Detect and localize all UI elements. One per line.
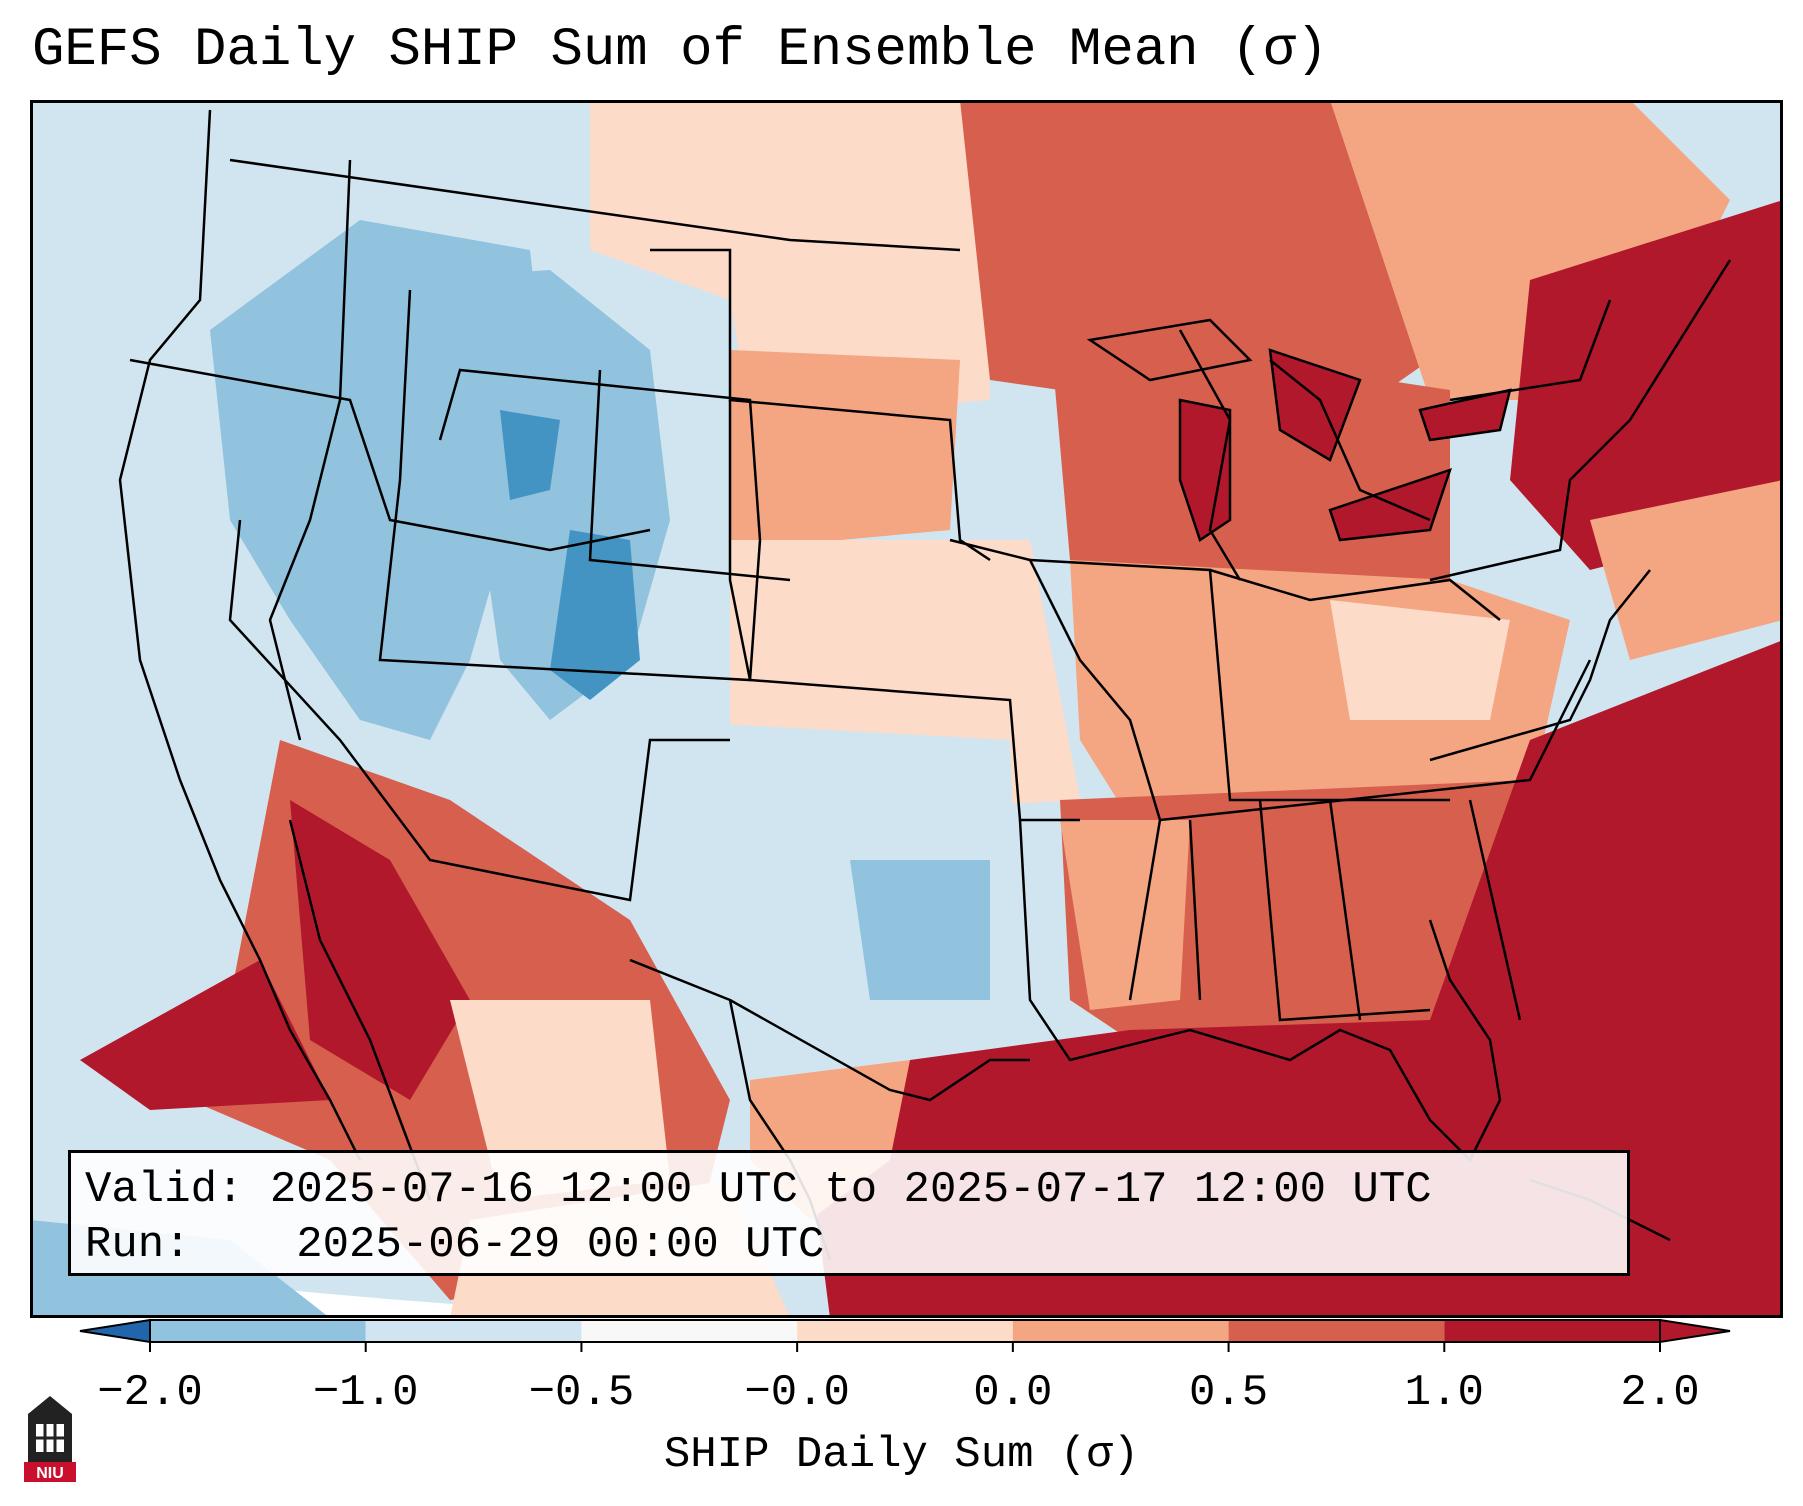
region-northern-plains [590, 100, 990, 420]
colorbar-tick-label: 2.0 [1620, 1368, 1699, 1418]
colorbar-bin [1444, 1320, 1660, 1342]
run-value: 2025-06-29 00:00 UTC [296, 1220, 825, 1270]
logo-text: NIU [36, 1465, 64, 1482]
lake-outlines [1086, 318, 1512, 542]
colorbar-bin [1228, 1320, 1445, 1342]
colorbar-tick-label: 1.0 [1405, 1368, 1484, 1418]
colorbar-tick-label: 0.0 [973, 1368, 1052, 1418]
colorbar-tick-label: 0.5 [1189, 1368, 1268, 1418]
region-texas [590, 720, 1020, 1110]
region-new-england-ocean [1590, 480, 1783, 660]
region-mississippi [1060, 820, 1190, 1010]
colorbar-tick-label: −2.0 [97, 1368, 203, 1418]
page-title: GEFS Daily SHIP Sum of Ensemble Mean (σ) [32, 20, 1329, 81]
region-colorado-core [550, 530, 640, 700]
colorbar-extend-high [1659, 1318, 1731, 1344]
region-sonora [290, 800, 470, 1100]
colorbar-bin [581, 1320, 798, 1342]
region-east-texas-core [850, 860, 990, 1000]
colorbar-frame [149, 1319, 1661, 1343]
colorbar-label: SHIP Daily Sum (σ) [663, 1430, 1140, 1480]
colorbar-tick-label: −0.0 [744, 1368, 850, 1418]
run-label: Run: [85, 1220, 191, 1270]
region-lake-erie [1330, 470, 1450, 540]
map-canvas [30, 100, 1783, 1318]
region-northeast [1510, 200, 1783, 570]
region-lake-ontario [1420, 390, 1510, 440]
colorbar: −2.0 −1.0 −0.5 −0.0 0.0 0.5 1.0 2.0 [79, 1318, 1731, 1418]
region-lake-michigan [1180, 400, 1230, 540]
colorbar-bin [365, 1320, 582, 1342]
colorbar-tick-label: −0.5 [529, 1368, 635, 1418]
valid-value: 2025-07-16 12:00 UTC to 2025-07-17 12:00… [269, 1165, 1432, 1215]
map-frame [30, 100, 1783, 1318]
validity-info-box: Valid: 2025-07-16 12:00 UTC to 2025-07-1… [68, 1150, 1630, 1276]
region-dakotas [730, 350, 960, 550]
region-appalachia [1330, 600, 1510, 720]
colorbar-bin [1012, 1320, 1229, 1342]
valid-label: Valid: [85, 1165, 244, 1215]
run-line: Run: 2025-06-29 00:00 UTC [85, 1218, 1613, 1273]
region-baja-offshore [80, 960, 330, 1110]
niu-logo: NIU [24, 1396, 76, 1482]
colorbar-bin [797, 1320, 1013, 1342]
valid-line: Valid: 2025-07-16 12:00 UTC to 2025-07-1… [85, 1163, 1613, 1218]
region-gulf-atlantic [810, 640, 1783, 1318]
colorbar-tick-label: −1.0 [313, 1368, 419, 1418]
map-panel [30, 100, 1783, 1318]
colorbar-extend-low [79, 1318, 151, 1344]
colorbar-bin [150, 1320, 366, 1342]
region-wyoming-core [500, 410, 560, 500]
